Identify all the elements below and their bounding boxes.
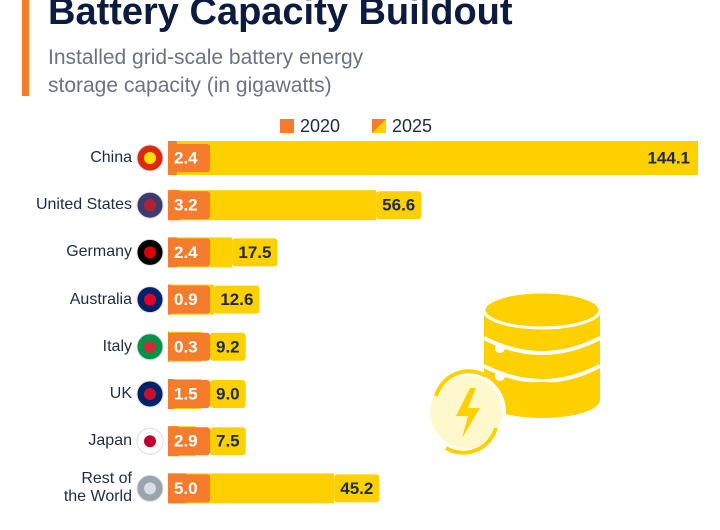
value-label-2020: 2.4 xyxy=(174,243,198,262)
category-label: Japan xyxy=(88,432,132,450)
label-box-2025 xyxy=(214,285,260,314)
subtitle: Installed grid-scale battery energy stor… xyxy=(48,46,364,97)
value-label-2020: 3.2 xyxy=(174,196,198,215)
label-box-2025 xyxy=(232,238,278,267)
category-label: Italy xyxy=(102,337,132,355)
value-label-2020: 0.3 xyxy=(174,337,198,356)
label-box-2020 xyxy=(168,332,210,361)
legend-swatch xyxy=(372,119,386,133)
label-box-2020 xyxy=(168,144,210,172)
flag xyxy=(144,340,156,353)
legend-swatch xyxy=(280,119,294,133)
value-label-2020: 2.9 xyxy=(174,432,198,451)
legend-label: 2020 xyxy=(300,116,340,136)
battery-icon xyxy=(426,290,602,455)
value-label-2025: 12.6 xyxy=(220,290,253,309)
value-label-2025: 7.5 xyxy=(216,432,240,451)
value-label-2020: 1.5 xyxy=(174,384,198,403)
label-box-2025 xyxy=(334,474,380,503)
chart-title: Battery Capacity Buildout xyxy=(48,0,513,33)
flag xyxy=(144,482,156,495)
value-label-2025: 56.6 xyxy=(382,196,415,215)
label-box-2025 xyxy=(210,332,246,361)
value-label-2025: 9.0 xyxy=(216,384,240,403)
accent-bar xyxy=(22,0,29,96)
value-label-2025: 17.5 xyxy=(238,243,271,262)
category-label: Australia xyxy=(69,290,132,308)
category-label: Rest of the World xyxy=(63,470,132,506)
label-box-2020 xyxy=(168,238,210,267)
flag xyxy=(144,152,156,164)
value-label-2020: 5.0 xyxy=(174,479,198,498)
value-label-2025: 9.2 xyxy=(216,337,240,356)
label-box-2020 xyxy=(168,474,210,503)
flag xyxy=(144,435,156,448)
category-label: UK xyxy=(109,385,132,402)
value-label-2025: 144.1 xyxy=(647,148,690,167)
label-box-2025 xyxy=(376,191,422,220)
label-box-2025 xyxy=(210,380,246,408)
label-box-2020 xyxy=(168,380,210,408)
flag xyxy=(144,388,156,400)
label-box-2020 xyxy=(168,285,210,314)
label-box-2025 xyxy=(210,427,246,456)
label-box-2020 xyxy=(168,191,210,220)
bar-2025 xyxy=(168,141,698,175)
category-label: United States xyxy=(35,196,132,214)
value-label-2020: 0.9 xyxy=(174,290,198,309)
legend-label: 2025 xyxy=(392,116,432,136)
value-label-2025: 45.2 xyxy=(340,479,373,498)
flag xyxy=(144,199,156,212)
category-label: Germany xyxy=(66,243,132,261)
flag xyxy=(144,246,156,259)
category-label: China xyxy=(90,149,132,166)
label-box-2020 xyxy=(168,427,210,456)
flag xyxy=(144,293,156,306)
value-label-2020: 2.4 xyxy=(174,148,198,167)
